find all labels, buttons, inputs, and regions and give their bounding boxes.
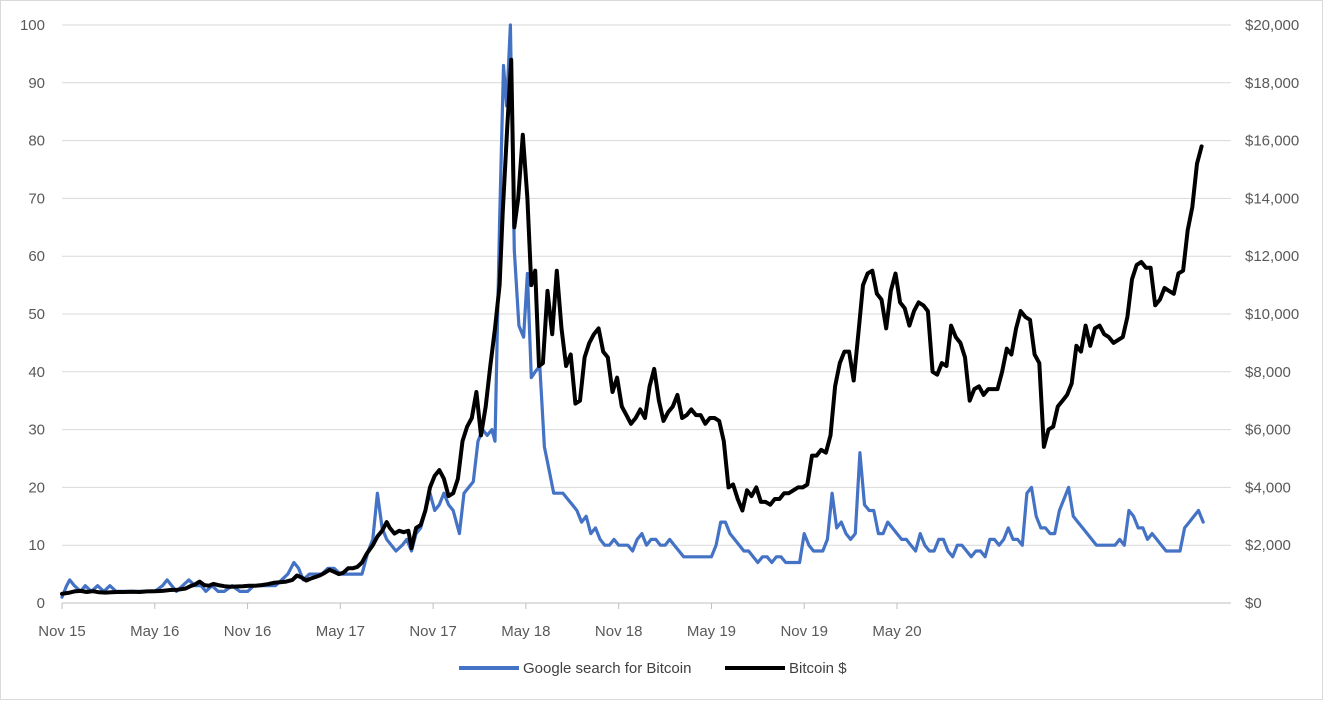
right-y-tick-label: $12,000 — [1245, 248, 1299, 265]
left-y-tick-label: 70 — [28, 190, 45, 207]
x-tick-label: Nov 19 — [780, 623, 828, 640]
right-y-tick-label: $20,000 — [1245, 17, 1299, 34]
legend-label-google: Google search for Bitcoin — [523, 660, 691, 677]
right-y-axis: $0 $2,000 $4,000 $6,000 $8,000 $10,000 $12,000… — [1245, 17, 1299, 612]
x-tick-label: May 18 — [501, 623, 550, 640]
right-y-tick-label: $18,000 — [1245, 75, 1299, 92]
right-y-tick-label: $10,000 — [1245, 306, 1299, 323]
x-tick-label: Nov 15 — [38, 623, 86, 640]
left-y-tick-label: 60 — [28, 248, 45, 265]
left-y-tick-label: 80 — [28, 133, 45, 150]
x-axis: Nov 15 May 16 Nov 16 May 17 Nov 17 May 18 Nov … — [38, 603, 922, 640]
right-y-tick-label: $2,000 — [1245, 537, 1291, 554]
x-tick-label: Nov 16 — [224, 623, 272, 640]
legend[interactable]: Google search for Bitcoin Bitcoin $ — [459, 660, 847, 677]
left-y-tick-label: 50 — [28, 306, 45, 323]
left-y-tick-label: 100 — [20, 17, 45, 34]
google-search-series-line — [60, 23, 1205, 599]
left-y-tick-label: 40 — [28, 364, 45, 381]
gridlines — [62, 24, 1231, 604]
right-y-tick-label: $4,000 — [1245, 479, 1291, 496]
x-tick-label: May 17 — [316, 623, 365, 640]
left-y-axis: 0 10 20 30 40 50 60 70 80 90 100 — [20, 17, 45, 612]
x-tick-label: May 19 — [687, 623, 736, 640]
x-tick-label: May 16 — [130, 623, 179, 640]
right-y-tick-label: $16,000 — [1245, 133, 1299, 150]
right-y-tick-label: $14,000 — [1245, 190, 1299, 207]
right-y-tick-label: $0 — [1245, 595, 1262, 612]
right-y-tick-label: $6,000 — [1245, 422, 1291, 439]
series-lines — [60, 23, 1205, 599]
legend-label-bitcoin: Bitcoin $ — [789, 660, 847, 677]
x-tick-label: Nov 18 — [595, 623, 643, 640]
left-y-tick-label: 0 — [37, 595, 45, 612]
x-tick-label: May 20 — [872, 623, 921, 640]
left-y-tick-label: 10 — [28, 537, 45, 554]
left-y-tick-label: 20 — [28, 479, 45, 496]
right-y-tick-label: $8,000 — [1245, 364, 1291, 381]
left-y-tick-label: 30 — [28, 422, 45, 439]
left-y-tick-label: 90 — [28, 75, 45, 92]
bitcoin-price-series-line — [60, 57, 1204, 596]
x-tick-label: Nov 17 — [409, 623, 457, 640]
